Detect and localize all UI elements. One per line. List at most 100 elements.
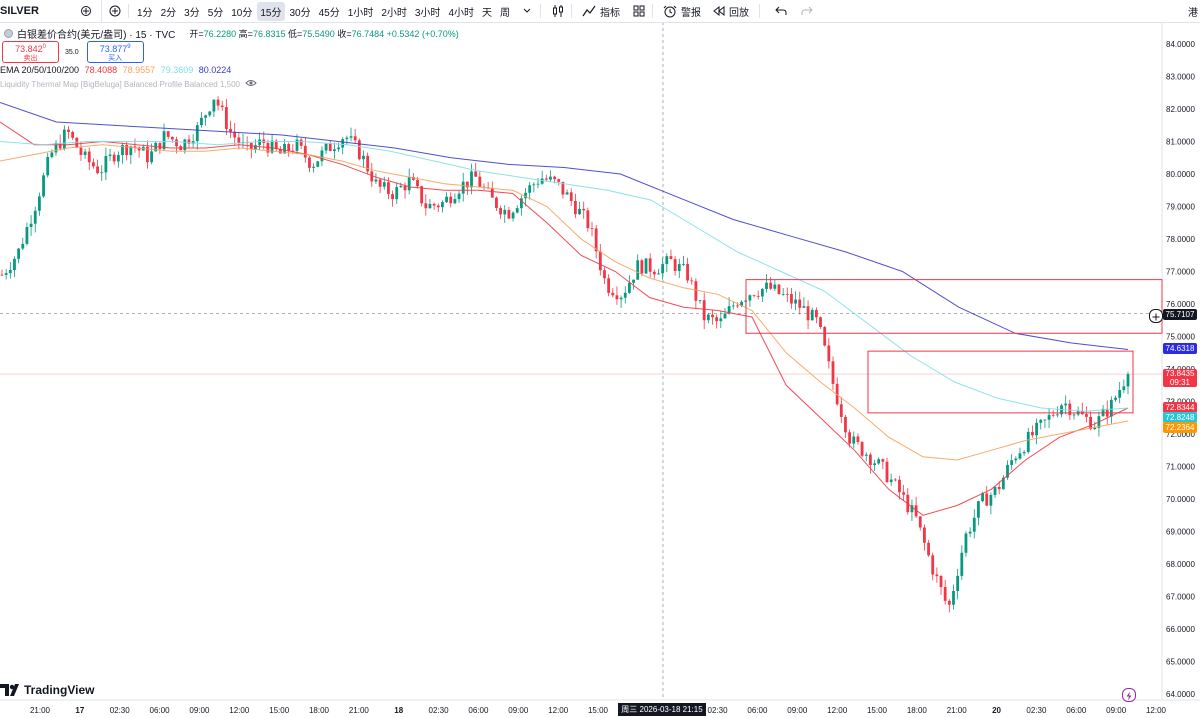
candle-body [237, 137, 241, 144]
candle-body [1026, 431, 1030, 453]
candle-body [478, 176, 482, 187]
ema-line [0, 141, 1129, 412]
redo-icon[interactable] [798, 2, 816, 20]
candle-body [270, 140, 274, 153]
x-tick-label: 02:30 [429, 706, 450, 715]
timeframe-1[interactable]: 2分 [160, 7, 177, 19]
compare-icon[interactable] [77, 2, 95, 20]
candle-body [287, 143, 291, 151]
candle-body [79, 147, 83, 155]
timeframe-group: 1分 2分 3分 5分 10分 15分 30分 45分 1小时 2小时 3小时 4小时天周 [133, 1, 514, 21]
timeframe-7[interactable]: 45分 [318, 7, 340, 19]
x-tick-label: 18 [394, 706, 403, 715]
candle-body [669, 256, 673, 260]
ema-legend[interactable]: EMA 20/50/100/200 78.4088 78.9557 79.360… [0, 65, 231, 75]
timeframe-10[interactable]: 3小时 [414, 7, 441, 19]
candle-body [540, 178, 544, 184]
candle-body [977, 501, 980, 518]
candle-body [889, 479, 893, 483]
candle-body [220, 105, 224, 108]
x-tick-label: 21:00 [30, 706, 51, 715]
candle-body [1043, 419, 1047, 421]
add-symbol-icon[interactable] [106, 2, 124, 20]
candle-body [852, 436, 856, 444]
timeframe-12[interactable]: 天 [482, 7, 492, 19]
timeframe-6[interactable]: 30分 [289, 7, 311, 19]
buy-price: 73.877 [99, 44, 128, 54]
candle-body [848, 432, 852, 444]
candle-body [320, 150, 324, 162]
change-value: +0.5342 (+0.70%) [386, 29, 459, 39]
timeframe-5[interactable]: 15分 [257, 1, 285, 21]
y-tick-label: 68.0000 [1166, 560, 1195, 569]
candle-style-icon[interactable] [549, 2, 567, 20]
candle-body [877, 459, 881, 464]
timeframe-13[interactable]: 周 [500, 7, 510, 19]
ema-value-50: 78.9557 [122, 65, 156, 75]
x-tick-label: 15:00 [867, 706, 888, 715]
candle-body [814, 309, 818, 318]
candle-body [615, 295, 619, 300]
symbol-search[interactable]: SILVER [0, 0, 102, 22]
timeframe-2[interactable]: 3分 [184, 7, 200, 19]
candle-body [449, 196, 453, 204]
timeframe-8[interactable]: 1小时 [347, 7, 374, 19]
liquidity-label: Liquidity Thermal Map [BigBeluga] Balanc… [0, 80, 240, 89]
x-tick-label: 02:30 [110, 706, 131, 715]
candle-body [902, 492, 906, 495]
candle-body [495, 197, 498, 209]
candle-body [794, 299, 798, 304]
add-alert-plus-icon[interactable] [1149, 309, 1163, 323]
candle-body [183, 139, 187, 151]
candle-body [657, 273, 660, 275]
candle-body [781, 293, 785, 295]
y-tick-label: 83.0000 [1166, 73, 1195, 82]
replay-button[interactable]: 回放 [713, 4, 749, 19]
tradingview-logo[interactable]: TradingView [0, 683, 94, 697]
candle-body [819, 317, 822, 328]
y-tick-label: 70.0000 [1166, 495, 1195, 504]
candle-body [715, 317, 719, 322]
candle-body [923, 527, 926, 543]
candle-body [997, 487, 1001, 490]
alarm-clock-icon [663, 5, 677, 17]
sell-button[interactable]: 73.8420 卖出 [2, 41, 59, 63]
timeframe-4[interactable]: 10分 [231, 7, 253, 19]
candle-body [544, 178, 548, 180]
candle-body [1039, 419, 1043, 423]
layout-grid-icon[interactable] [630, 2, 648, 20]
candle-body [943, 587, 947, 601]
candle-body [50, 152, 54, 157]
crosshair-price-label: 75.7107 [1163, 309, 1197, 320]
candle-body [87, 151, 91, 163]
ema-line [0, 102, 1129, 350]
candle-body [1085, 414, 1088, 417]
candle-body [374, 179, 378, 182]
indicators-button[interactable]: 指标 [582, 4, 620, 19]
chevron-down-icon[interactable] [518, 2, 536, 20]
top-toolbar: SILVER 1分 2分 3分 5分 10分 15分 30分 45分 1小时 2小时 3小时 4小时天… [0, 0, 1200, 23]
liquidity-legend[interactable]: Liquidity Thermal Map [BigBeluga] Balanc… [0, 79, 257, 89]
candle-body [1109, 399, 1113, 417]
candle-body [598, 251, 602, 271]
eye-icon[interactable] [245, 79, 257, 87]
undo-icon[interactable] [772, 2, 790, 20]
candle-body [640, 260, 644, 274]
lightning-icon[interactable] [1122, 688, 1136, 702]
candle-body [21, 243, 25, 249]
timeframe-9[interactable]: 2小时 [381, 7, 407, 19]
alert-button[interactable]: 警报 [663, 4, 701, 19]
x-tick-label: 06:00 [150, 706, 171, 715]
timeframe-11[interactable]: 4小时 [448, 7, 474, 19]
x-tick-label: 12:00 [1146, 706, 1167, 715]
timeframe-0[interactable]: 1分 [137, 7, 153, 19]
candle-body [332, 149, 336, 152]
candle-body [1089, 416, 1093, 430]
buy-button[interactable]: 73.8779 买入 [86, 41, 144, 63]
timeframe-3[interactable]: 5分 [207, 7, 224, 19]
candle-body [711, 314, 714, 318]
candle-body [33, 210, 37, 224]
candle-body [947, 600, 951, 605]
ema-line [0, 144, 1129, 461]
